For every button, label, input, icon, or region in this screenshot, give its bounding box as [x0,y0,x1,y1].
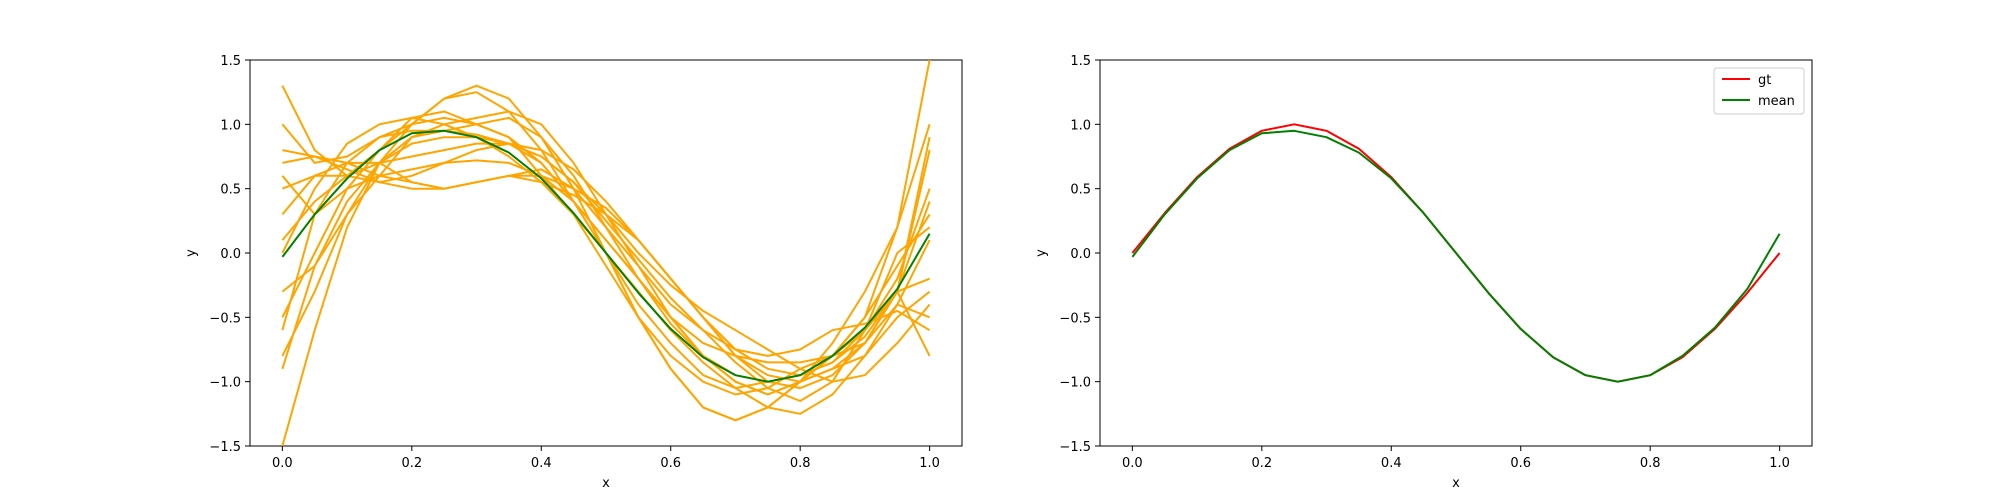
y-tick-label: 0.5 [220,183,241,198]
x-tick-label: 1.0 [1769,456,1790,471]
chart-right: 0.0 0.2 0.4 0.6 0.8 1.0 −1.5 −1.0 −0.5 0.0 0.5 1.0 1… [1034,54,1813,491]
legend-label-mean: mean [1758,94,1795,109]
x-axis-label: x [602,476,610,491]
y-axis-label: y [1034,249,1049,257]
x-tick-label: 0.0 [272,456,293,471]
y-tick-label: −0.5 [209,311,241,326]
sample-line-16 [281,129,931,383]
x-tick-label: 0.2 [401,456,422,471]
chart-left: 0.0 0.2 0.4 0.6 0.8 1.0 −1.5 −1.0 −0.5 0.0 0.5 1.0 1… [184,54,963,491]
y-axis-label: y [184,249,199,257]
sample-line-12 [281,136,931,390]
sample-line-13 [281,136,931,402]
y-tick-label: −1.0 [1059,376,1091,391]
y-tick-label: −0.5 [1059,311,1091,326]
series-line-mean [1131,129,1781,383]
x-tick-label: 0.6 [660,456,681,471]
y-tick-label: 1.0 [220,118,241,133]
y-tick-label: −1.5 [1059,440,1091,455]
series-layer [1131,123,1781,383]
legend: gt mean [1713,67,1805,115]
series-layer [281,59,931,447]
y-tick-label: −1.5 [209,440,241,455]
legend-label-gt: gt [1758,73,1771,88]
x-tick-label: 0.0 [1122,456,1143,471]
x-tick-label: 0.4 [1381,456,1402,471]
y-tick-label: −1.0 [209,376,241,391]
y-tick-label: 1.5 [1070,54,1091,69]
y-tick-label: 1.5 [220,54,241,69]
x-tick-label: 1.0 [919,456,940,471]
sample-line-1 [281,85,930,396]
x-tick-label: 0.2 [1251,456,1272,471]
x-tick-label: 0.6 [1510,456,1531,471]
y-tick-label: 0.0 [220,247,241,262]
sample-line-10 [282,155,931,383]
tick-layer: 0.0 0.2 0.4 0.6 0.8 1.0 −1.5 −1.0 −0.5 0.0 0.5 1.0 1… [1059,54,1790,471]
x-tick-label: 0.8 [1640,456,1661,471]
y-tick-label: 1.0 [1070,118,1091,133]
y-tick-label: 0.0 [1070,247,1091,262]
x-tick-label: 0.4 [531,456,552,471]
sample-line-15 [281,116,931,383]
x-axis-label: x [1452,476,1460,491]
tick-layer: 0.0 0.2 0.4 0.6 0.8 1.0 −1.5 −1.0 −0.5 0.0 0.5 1.0 1… [209,54,940,471]
x-tick-label: 0.8 [790,456,811,471]
y-tick-label: 0.5 [1070,183,1091,198]
